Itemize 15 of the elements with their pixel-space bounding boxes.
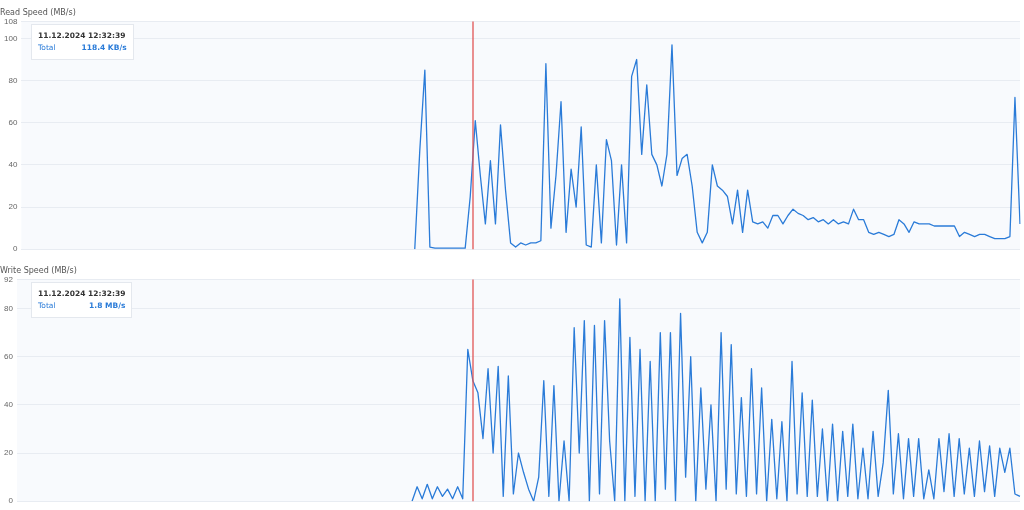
y-tick-label: 40 — [3, 400, 14, 410]
y-tick-label: 80 — [3, 303, 14, 313]
y-tick-label: 60 — [3, 351, 14, 361]
y-tick-label: 40 — [8, 160, 18, 170]
y-tick-label: 0 — [8, 496, 14, 506]
chart-title: Write Speed (MB/s) — [0, 265, 77, 275]
y-tick-label: 20 — [3, 448, 14, 458]
y-tick-label: 100 — [3, 33, 18, 43]
y-tick-label: 0 — [12, 244, 18, 254]
y-tick-label: 108 — [3, 16, 18, 26]
chart-title: Read Speed (MB/s) — [0, 7, 76, 17]
y-tick-label: 80 — [8, 75, 18, 85]
y-tick-label: 60 — [8, 117, 18, 127]
y-tick-label: 92 — [3, 274, 14, 284]
y-tick-label: 20 — [8, 202, 18, 212]
